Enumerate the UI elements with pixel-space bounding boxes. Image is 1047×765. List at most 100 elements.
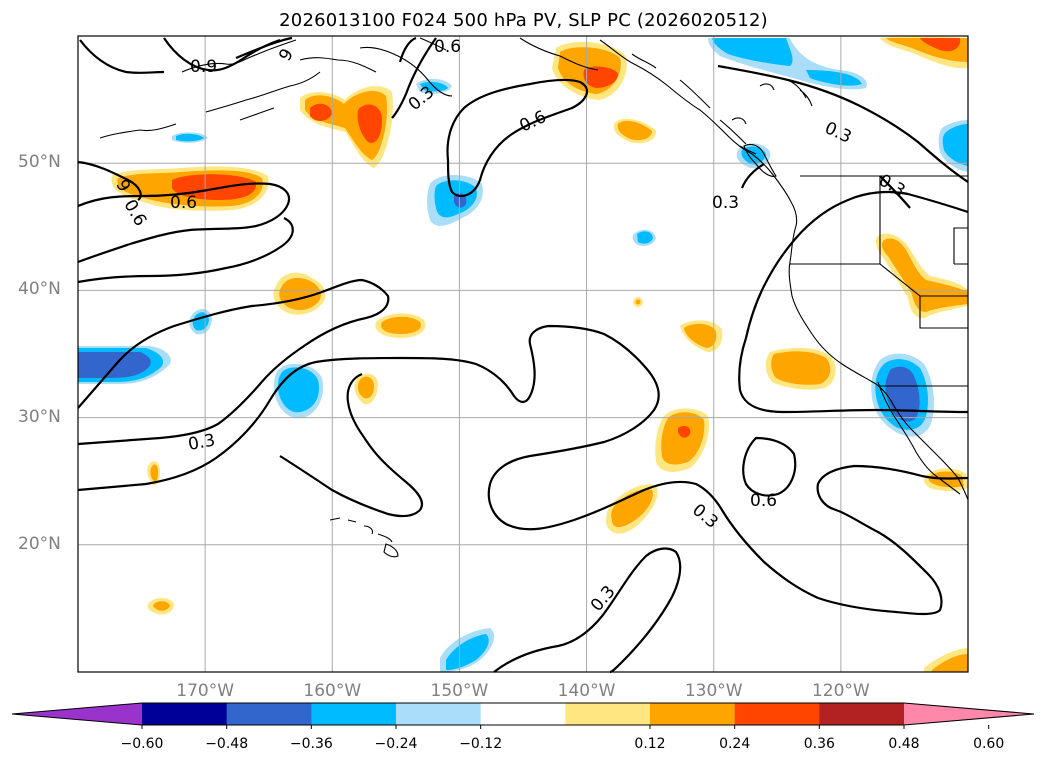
- colorbar-tick-label: 0.36: [803, 736, 835, 752]
- hawaii-islands: [329, 517, 399, 558]
- pv-negative-blob: [637, 231, 653, 244]
- colorbar-tick-label: −0.36: [289, 736, 333, 752]
- slp-contours: [77, 36, 969, 674]
- colorbar-tick-label: 0.60: [973, 736, 1005, 752]
- contour-line: [79, 39, 165, 74]
- lat-tick-label: 40°N: [18, 279, 61, 300]
- pv-positive-core: [310, 103, 332, 121]
- pv-positive-core: [920, 38, 961, 52]
- pv-positive-core: [583, 66, 618, 88]
- pv-positive-blob: [661, 412, 705, 465]
- pv-negative-blob: [806, 70, 862, 86]
- map-frame: [77, 35, 969, 673]
- colorbar-segment: [565, 703, 651, 725]
- colorbar-segment: [226, 703, 312, 725]
- pv-positive-blob: [150, 464, 158, 482]
- pv-negative-blob: [176, 133, 204, 142]
- pv-positive-blob: [617, 120, 652, 141]
- contour-line: [77, 278, 390, 446]
- lon-tick-label: 150°W: [430, 681, 489, 701]
- contour-line: [163, 37, 281, 72]
- pv-positive-core: [357, 104, 382, 143]
- contour-line: [77, 324, 969, 616]
- pv-positive-blob: [635, 299, 641, 305]
- map-gridlines: [78, 36, 968, 672]
- lon-tick-label: 140°W: [557, 681, 616, 701]
- colorbar-segment: [734, 703, 820, 725]
- lat-tick-label: 50°N: [18, 152, 61, 173]
- contour-line: [77, 182, 291, 264]
- contour-line: [742, 436, 797, 497]
- colorbar-segment: [311, 703, 397, 725]
- pv-negative-blob: [446, 634, 489, 670]
- contour-label: 9: [275, 45, 298, 64]
- pv-positive-blob: [381, 316, 421, 334]
- lon-tick-label: 130°W: [684, 681, 743, 701]
- map-title: 2026013100 F024 500 hPa PV, SLP PC (2026…: [279, 10, 768, 31]
- pv-positive-core: [678, 426, 691, 438]
- pv-positive-blob: [357, 376, 374, 399]
- bc-islands: [731, 79, 813, 155]
- contour-line: [493, 547, 682, 674]
- lon-tick-label: 120°W: [811, 681, 870, 701]
- pv-positive-blob: [932, 654, 968, 672]
- pv-positive-core: [172, 174, 257, 200]
- colorbar-tick-label: 0.12: [634, 736, 666, 752]
- colorbar-tick-label: 0.48: [888, 736, 920, 752]
- colorbar-segment: [650, 703, 736, 725]
- pv-negative-core: [885, 366, 920, 422]
- contour-label: 0.6: [170, 193, 197, 213]
- contour-line: [740, 163, 765, 189]
- colorbar-tick-label: −0.48: [205, 736, 249, 752]
- colorbar-tick-label: −0.12: [459, 736, 503, 752]
- contour-line: [879, 175, 911, 209]
- bc-coast: [751, 153, 969, 501]
- contour-label: 0.3: [587, 582, 620, 616]
- pv-positive-blob: [881, 238, 968, 312]
- colorbar-segment: [142, 703, 228, 725]
- contour-label: 0.3: [688, 500, 722, 533]
- contour-label: 0.3: [822, 118, 855, 148]
- colorbar-tick-label: −0.60: [120, 736, 164, 752]
- baja-coast: [877, 381, 961, 495]
- contour-line: [235, 36, 293, 60]
- contour-line: [77, 160, 142, 201]
- contour-line: [398, 36, 417, 63]
- contour-line: [391, 37, 437, 119]
- contour-line: [77, 217, 294, 284]
- pv-negative-blob: [942, 124, 968, 166]
- colorbar-tick-label: −0.24: [374, 736, 418, 752]
- lon-tick-label: 160°W: [303, 681, 362, 701]
- vancouver-island: [743, 143, 777, 177]
- colorbar-extend-max: [904, 703, 1034, 725]
- contour-line: [738, 190, 969, 414]
- colorbar-segment: [819, 703, 905, 725]
- contour-label: 0.3: [712, 193, 739, 213]
- lon-tick-label: 170°W: [176, 681, 235, 701]
- lat-tick-label: 20°N: [18, 533, 61, 554]
- colorbar-segment: [396, 703, 482, 725]
- coastlines: [99, 37, 969, 558]
- colorbar-segment: [480, 703, 566, 725]
- contour-label: 0.6: [750, 491, 777, 511]
- contour-label: 0.6: [517, 107, 550, 137]
- state-border: [790, 176, 968, 329]
- contour-label: 0.6: [434, 37, 461, 57]
- pv-negative-blob: [278, 367, 320, 413]
- lat-tick-label: 30°N: [18, 406, 61, 427]
- pv-negative-blob: [712, 38, 793, 66]
- contour-labels: 0.9 9 0.6 0.3 0.6 0.3 0.3 0.3 0.6 9 0.6 …: [111, 37, 908, 616]
- contour-label: 0.3: [187, 431, 217, 455]
- colorbar: [11, 702, 1035, 729]
- pv-positive-blob: [611, 488, 653, 528]
- pv-positive-blob: [771, 351, 831, 385]
- colorbar-tick-label: 0.24: [719, 736, 751, 752]
- contour-line: [279, 372, 424, 518]
- pv-positive-blob: [684, 323, 717, 348]
- colorbar-extend-min: [12, 703, 142, 725]
- contour-line: [717, 64, 969, 183]
- pv-positive-blob: [153, 601, 170, 611]
- alaska-coast: [99, 37, 753, 155]
- contour-label: 0.9: [190, 57, 217, 77]
